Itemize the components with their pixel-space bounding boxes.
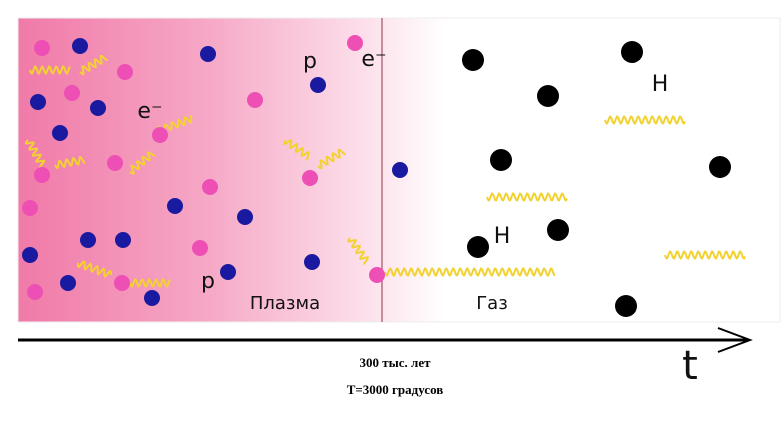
particles bbox=[22, 35, 746, 317]
hydrogen-atom bbox=[615, 295, 637, 317]
photon bbox=[664, 250, 746, 260]
proton bbox=[72, 38, 88, 54]
particle-label: H bbox=[652, 72, 669, 97]
region-label: Газ bbox=[476, 293, 508, 314]
electron bbox=[107, 155, 123, 171]
electron bbox=[152, 127, 168, 143]
time-caption: 300 тыс. лет bbox=[359, 355, 431, 370]
electron bbox=[192, 240, 208, 256]
particle-label: e⁻ bbox=[361, 47, 386, 72]
photon bbox=[283, 138, 310, 161]
proton bbox=[167, 198, 183, 214]
electron bbox=[64, 85, 80, 101]
electron bbox=[34, 167, 50, 183]
electron bbox=[117, 64, 133, 80]
photon bbox=[604, 115, 686, 125]
photon bbox=[129, 151, 156, 175]
hydrogen-atom bbox=[462, 49, 484, 71]
photon bbox=[29, 65, 71, 75]
proton bbox=[237, 209, 253, 225]
proton bbox=[22, 247, 38, 263]
photon bbox=[24, 139, 46, 168]
temperature-caption: T=3000 градусов bbox=[347, 382, 444, 397]
proton bbox=[80, 232, 96, 248]
proton bbox=[30, 94, 46, 110]
photon bbox=[79, 54, 108, 76]
proton bbox=[90, 100, 106, 116]
photon bbox=[54, 155, 86, 170]
hydrogen-atom bbox=[621, 41, 643, 63]
photon bbox=[317, 148, 346, 170]
proton bbox=[304, 254, 320, 270]
axis-label: t bbox=[682, 343, 698, 389]
proton bbox=[115, 232, 131, 248]
photon bbox=[129, 278, 171, 288]
proton bbox=[310, 77, 326, 93]
electron bbox=[22, 200, 38, 216]
particle-label: p bbox=[201, 269, 215, 294]
hydrogen-atom bbox=[467, 236, 489, 258]
photon bbox=[384, 267, 556, 277]
proton bbox=[52, 125, 68, 141]
electron bbox=[202, 179, 218, 195]
particle-label: p bbox=[303, 49, 317, 74]
electron bbox=[302, 170, 318, 186]
electron bbox=[34, 40, 50, 56]
particle-label: e⁻ bbox=[137, 99, 162, 124]
photon bbox=[77, 260, 112, 279]
proton bbox=[144, 290, 160, 306]
hydrogen-atom bbox=[547, 219, 569, 241]
electron bbox=[369, 267, 385, 283]
proton bbox=[392, 162, 408, 178]
hydrogen-atom bbox=[709, 156, 731, 178]
electron bbox=[347, 35, 363, 51]
region-label: Плазма bbox=[250, 293, 320, 314]
hydrogen-atom bbox=[537, 85, 559, 107]
proton bbox=[220, 264, 236, 280]
proton bbox=[200, 46, 216, 62]
axis-arrow bbox=[717, 327, 753, 353]
electron bbox=[27, 284, 43, 300]
particle-label: H bbox=[494, 224, 511, 249]
electron bbox=[247, 92, 263, 108]
photon bbox=[486, 192, 568, 202]
proton bbox=[60, 275, 76, 291]
photon bbox=[347, 237, 369, 265]
electron bbox=[114, 275, 130, 291]
hydrogen-atom bbox=[490, 149, 512, 171]
